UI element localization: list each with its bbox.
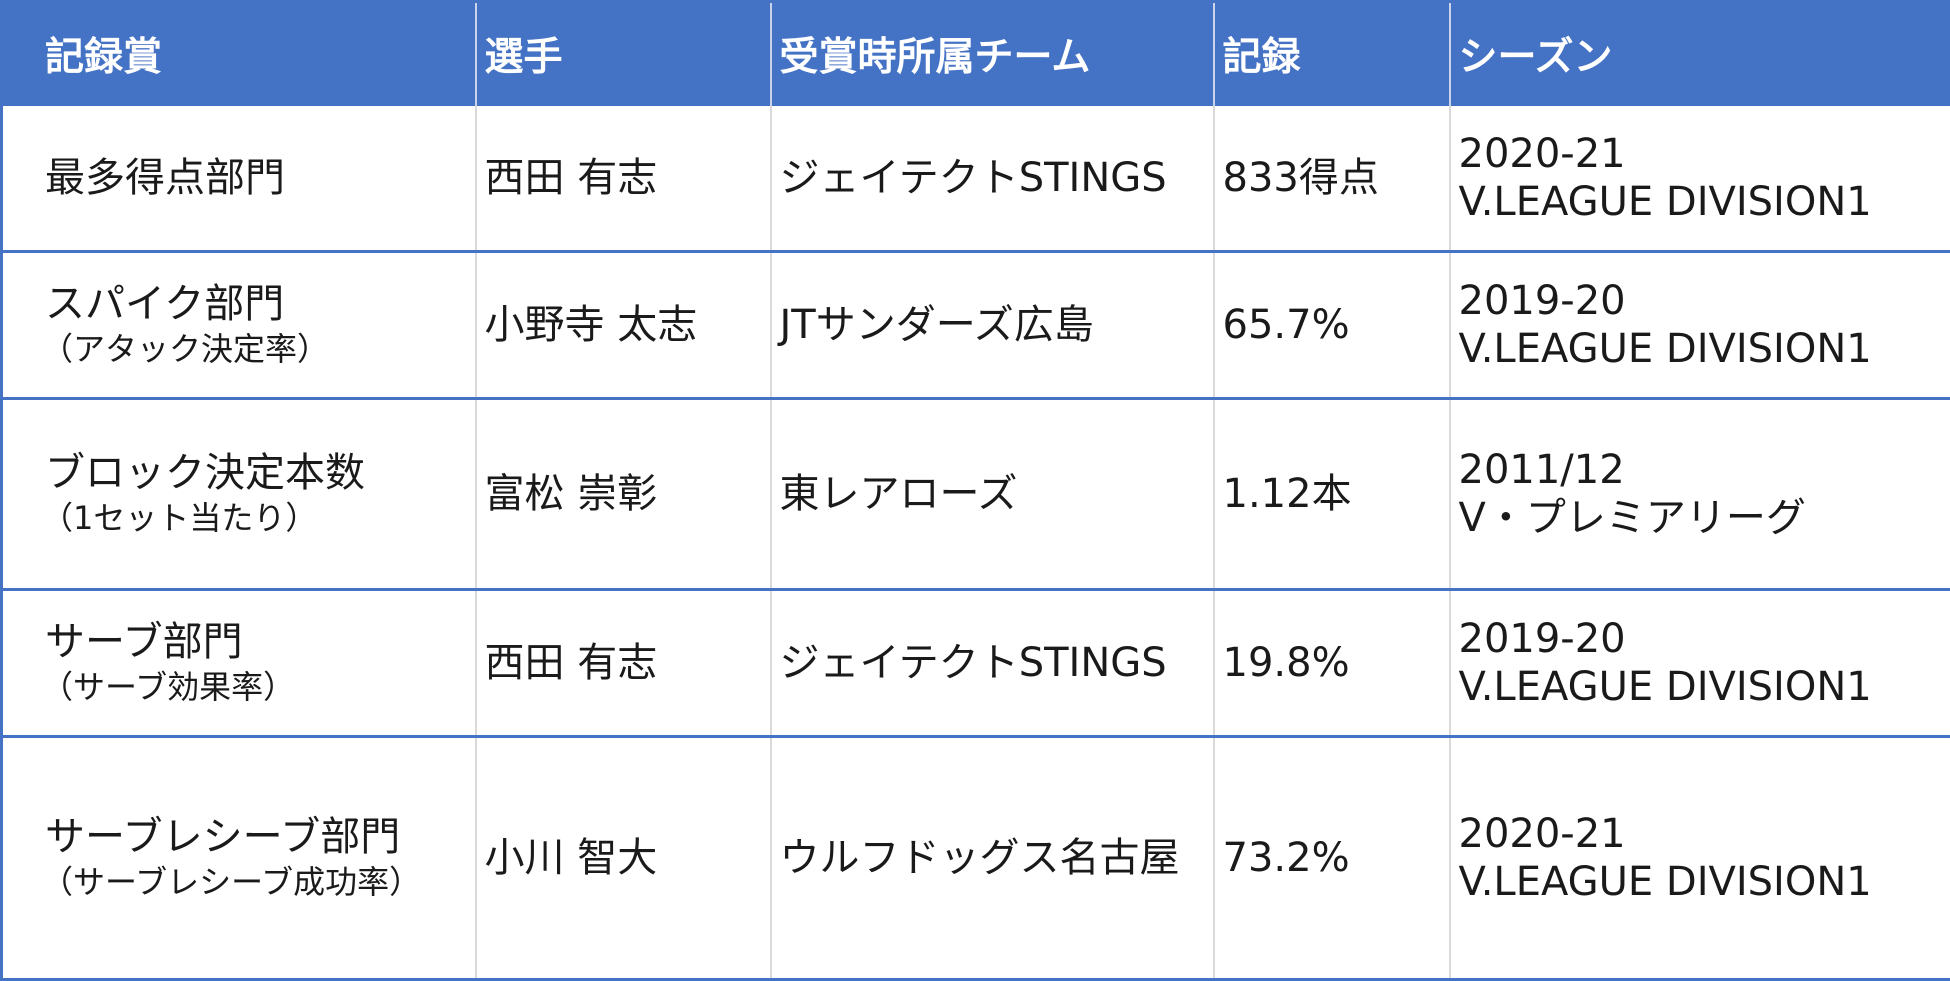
record-cell: 19.8% xyxy=(1214,590,1450,737)
award-cell: 最多得点部門 xyxy=(2,106,476,252)
award-name: サーブレシーブ部門 xyxy=(45,813,475,861)
award-note: （サーブレシーブ成功率） xyxy=(41,861,475,903)
table-row: 最多得点部門 西田 有志 ジェイテクトSTINGS 833得点 2020-21 … xyxy=(2,106,1950,252)
player-cell: 小野寺 太志 xyxy=(476,252,771,399)
player-cell: 富松 崇彰 xyxy=(476,399,771,590)
award-cell: サーブレシーブ部門 （サーブレシーブ成功率） xyxy=(2,737,476,980)
column-header-team: 受賞時所属チーム xyxy=(771,2,1214,106)
season-cell: 2020-21 V.LEAGUE DIVISION1 xyxy=(1450,737,1950,980)
player-cell: 西田 有志 xyxy=(476,106,771,252)
award-name: スパイク部門 xyxy=(45,280,475,328)
team-cell: ジェイテクトSTINGS xyxy=(771,106,1214,252)
record-cell: 1.12本 xyxy=(1214,399,1450,590)
team-cell: ウルフドッグス名古屋 xyxy=(771,737,1214,980)
season-years: 2011/12 xyxy=(1459,446,1950,494)
table-header: 記録賞 選手 受賞時所属チーム 記録 シーズン xyxy=(2,2,1950,106)
season-years: 2020-21 xyxy=(1459,810,1950,858)
table-row: ブロック決定本数 （1セット当たり） 富松 崇彰 東レアローズ 1.12本 20… xyxy=(2,399,1950,590)
season-years: 2020-21 xyxy=(1459,130,1950,178)
season-cell: 2019-20 V.LEAGUE DIVISION1 xyxy=(1450,252,1950,399)
season-years: 2019-20 xyxy=(1459,615,1950,663)
table-row: サーブ部門 （サーブ効果率） 西田 有志 ジェイテクトSTINGS 19.8% … xyxy=(2,590,1950,737)
table-row: スパイク部門 （アタック決定率） 小野寺 太志 JTサンダーズ広島 65.7% … xyxy=(2,252,1950,399)
column-header-player: 選手 xyxy=(476,2,771,106)
season-league: V.LEAGUE DIVISION1 xyxy=(1459,858,1950,906)
award-name: ブロック決定本数 xyxy=(45,449,475,497)
header-row: 記録賞 選手 受賞時所属チーム 記録 シーズン xyxy=(2,2,1950,106)
player-cell: 小川 智大 xyxy=(476,737,771,980)
award-note: （サーブ効果率） xyxy=(41,666,475,708)
award-cell: サーブ部門 （サーブ効果率） xyxy=(2,590,476,737)
season-league: V.LEAGUE DIVISION1 xyxy=(1459,178,1950,226)
season-cell: 2020-21 V.LEAGUE DIVISION1 xyxy=(1450,106,1950,252)
season-years: 2019-20 xyxy=(1459,277,1950,325)
award-cell: スパイク部門 （アタック決定率） xyxy=(2,252,476,399)
team-cell: ジェイテクトSTINGS xyxy=(771,590,1214,737)
team-cell: JTサンダーズ広島 xyxy=(771,252,1214,399)
season-cell: 2019-20 V.LEAGUE DIVISION1 xyxy=(1450,590,1950,737)
award-name: 最多得点部門 xyxy=(45,154,475,202)
season-league: V.LEAGUE DIVISION1 xyxy=(1459,663,1950,711)
team-cell: 東レアローズ xyxy=(771,399,1214,590)
award-note: （1セット当たり） xyxy=(41,497,475,539)
column-header-award: 記録賞 xyxy=(2,2,476,106)
player-cell: 西田 有志 xyxy=(476,590,771,737)
award-name: サーブ部門 xyxy=(45,618,475,666)
column-header-season: シーズン xyxy=(1450,2,1950,106)
column-header-record: 記録 xyxy=(1214,2,1450,106)
table-row: サーブレシーブ部門 （サーブレシーブ成功率） 小川 智大 ウルフドッグス名古屋 … xyxy=(2,737,1950,980)
table-body: 最多得点部門 西田 有志 ジェイテクトSTINGS 833得点 2020-21 … xyxy=(2,106,1950,980)
record-cell: 833得点 xyxy=(1214,106,1450,252)
award-cell: ブロック決定本数 （1セット当たり） xyxy=(2,399,476,590)
award-note: （アタック決定率） xyxy=(41,328,475,370)
record-cell: 65.7% xyxy=(1214,252,1450,399)
season-cell: 2011/12 V・プレミアリーグ xyxy=(1450,399,1950,590)
season-league: V・プレミアリーグ xyxy=(1459,494,1950,542)
season-league: V.LEAGUE DIVISION1 xyxy=(1459,325,1950,373)
record-cell: 73.2% xyxy=(1214,737,1450,980)
